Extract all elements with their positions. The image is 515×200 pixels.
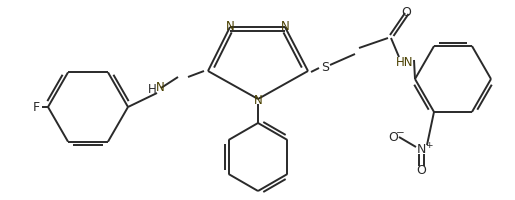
Text: N: N xyxy=(281,20,289,33)
Text: O: O xyxy=(388,131,398,144)
Text: H: H xyxy=(148,83,157,96)
Text: N: N xyxy=(253,94,262,107)
Text: −: − xyxy=(396,127,404,137)
Text: O: O xyxy=(416,164,426,177)
Text: HN: HN xyxy=(396,55,414,68)
Text: N: N xyxy=(226,20,234,33)
Text: F: F xyxy=(32,101,40,114)
Text: N: N xyxy=(416,143,426,156)
Text: +: + xyxy=(425,141,433,150)
Text: O: O xyxy=(401,5,411,18)
Text: N: N xyxy=(156,81,164,94)
Text: S: S xyxy=(321,61,329,74)
